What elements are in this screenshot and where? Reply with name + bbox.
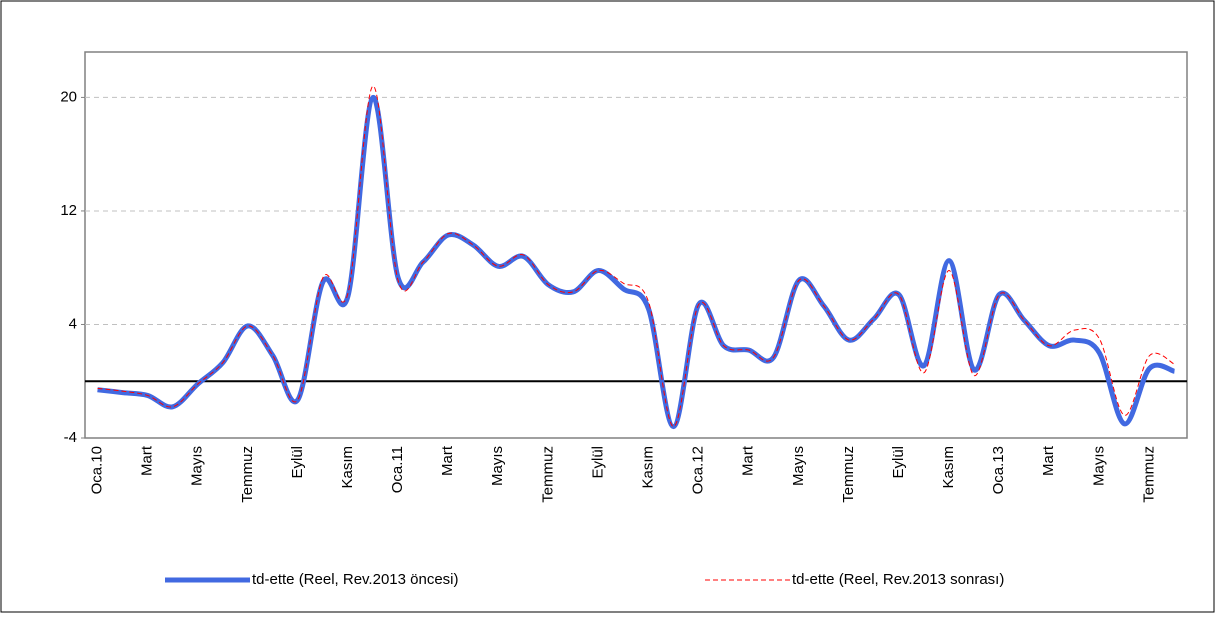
x-tick-label: Kasım — [639, 446, 656, 489]
x-tick-label: Eylül — [890, 446, 907, 479]
x-tick-label: Mart — [740, 445, 757, 476]
plot-border — [84, 51, 1188, 439]
series-line — [97, 85, 1175, 428]
legend-label: td-ette (Reel, Rev.2013 öncesi) — [252, 571, 459, 588]
x-tick-label: Temmuz — [1140, 446, 1157, 503]
x-tick-label: Kasım — [339, 446, 356, 489]
x-tick-label: Temmuz — [539, 446, 556, 503]
y-tick-label: 20 — [60, 88, 77, 105]
legend-label: td-ette (Reel, Rev.2013 sonrası) — [792, 571, 1004, 588]
x-tick-label: Temmuz — [239, 446, 256, 503]
x-tick-label: Eylül — [289, 446, 306, 479]
x-tick-label: Mart — [139, 445, 156, 476]
x-tick-label: Mayıs — [489, 446, 506, 486]
x-tick-label: Mayıs — [1090, 446, 1107, 486]
x-tick-label: Mayıs — [790, 446, 807, 486]
x-tick-label: Mart — [439, 445, 456, 476]
y-tick-label: 4 — [69, 315, 77, 332]
x-tick-label: Oca.13 — [990, 446, 1007, 494]
x-tick-label: Eylül — [589, 446, 606, 479]
x-tick-label: Oca.11 — [389, 446, 406, 493]
x-tick-label: Oca.12 — [690, 446, 707, 494]
y-tick-label: 12 — [60, 202, 77, 219]
x-tick-label: Mayıs — [189, 446, 206, 486]
x-tick-label: Mart — [1040, 445, 1057, 476]
y-tick-label: -4 — [64, 429, 77, 446]
x-tick-label: Oca.10 — [88, 446, 105, 494]
x-tick-label: Temmuz — [840, 446, 857, 503]
x-tick-label: Kasım — [940, 446, 957, 489]
